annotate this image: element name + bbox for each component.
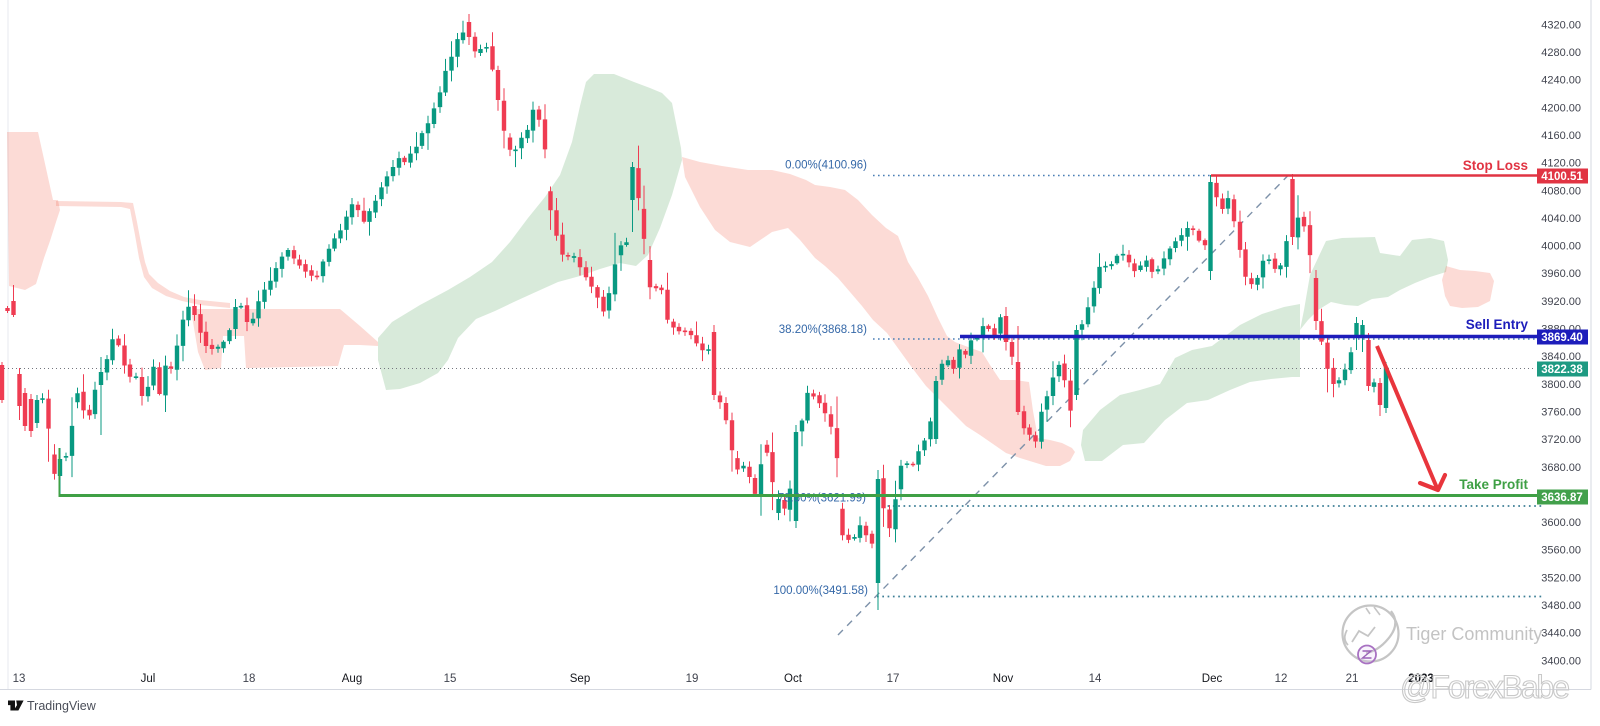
- svg-text:4080.00: 4080.00: [1541, 185, 1581, 197]
- svg-text:4000.00: 4000.00: [1541, 241, 1581, 253]
- svg-text:3440.00: 3440.00: [1541, 628, 1581, 640]
- svg-text:3800.00: 3800.00: [1541, 379, 1581, 391]
- svg-text:38.20%(3868.18): 38.20%(3868.18): [779, 324, 867, 336]
- svg-text:2023: 2023: [1408, 673, 1434, 685]
- svg-text:3600.00: 3600.00: [1541, 517, 1581, 529]
- svg-text:14: 14: [1089, 673, 1102, 685]
- svg-text:4240.00: 4240.00: [1541, 75, 1581, 87]
- svg-text:4320.00: 4320.00: [1541, 19, 1581, 31]
- svg-text:Tiger Community: Tiger Community: [1406, 624, 1542, 644]
- svg-text:15: 15: [444, 673, 457, 685]
- svg-text:12: 12: [1275, 673, 1288, 685]
- svg-text:@ForexBabe: @ForexBabe: [1400, 669, 1570, 705]
- svg-text:Stop Loss: Stop Loss: [1463, 158, 1528, 173]
- svg-text:17: 17: [887, 673, 900, 685]
- svg-text:Nov: Nov: [993, 673, 1014, 685]
- svg-text:Take Profit: Take Profit: [1459, 477, 1528, 492]
- svg-text:3480.00: 3480.00: [1541, 600, 1581, 612]
- svg-text:Sell Entry: Sell Entry: [1466, 317, 1529, 332]
- svg-text:4280.00: 4280.00: [1541, 47, 1581, 59]
- svg-text:TradingView: TradingView: [27, 699, 97, 713]
- svg-text:4120.00: 4120.00: [1541, 158, 1581, 170]
- svg-text:Sep: Sep: [570, 673, 590, 685]
- svg-text:3680.00: 3680.00: [1541, 462, 1581, 474]
- svg-text:19: 19: [686, 673, 699, 685]
- svg-text:3400.00: 3400.00: [1541, 655, 1581, 667]
- svg-text:4200.00: 4200.00: [1541, 102, 1581, 114]
- svg-text:3760.00: 3760.00: [1541, 407, 1581, 419]
- svg-text:Aug: Aug: [342, 673, 362, 685]
- svg-text:Jul: Jul: [141, 673, 156, 685]
- svg-text:3520.00: 3520.00: [1541, 572, 1581, 584]
- svg-text:3560.00: 3560.00: [1541, 545, 1581, 557]
- svg-text:18: 18: [243, 673, 256, 685]
- svg-text:13: 13: [13, 673, 26, 685]
- svg-text:100.00%(3491.58): 100.00%(3491.58): [773, 585, 868, 597]
- svg-text:3720.00: 3720.00: [1541, 434, 1581, 446]
- svg-text:3920.00: 3920.00: [1541, 296, 1581, 308]
- svg-text:3636.87: 3636.87: [1541, 492, 1583, 504]
- svg-text:3822.38: 3822.38: [1541, 364, 1583, 376]
- svg-text:21: 21: [1346, 673, 1359, 685]
- svg-text:0.00%(4100.96): 0.00%(4100.96): [785, 160, 867, 172]
- svg-text:3840.00: 3840.00: [1541, 351, 1581, 363]
- svg-text:4100.51: 4100.51: [1541, 171, 1583, 183]
- svg-text:3960.00: 3960.00: [1541, 268, 1581, 280]
- svg-text:Dec: Dec: [1202, 673, 1223, 685]
- svg-text:4040.00: 4040.00: [1541, 213, 1581, 225]
- svg-text:Oct: Oct: [784, 673, 803, 685]
- svg-text:4160.00: 4160.00: [1541, 130, 1581, 142]
- svg-text:3869.40: 3869.40: [1541, 332, 1583, 344]
